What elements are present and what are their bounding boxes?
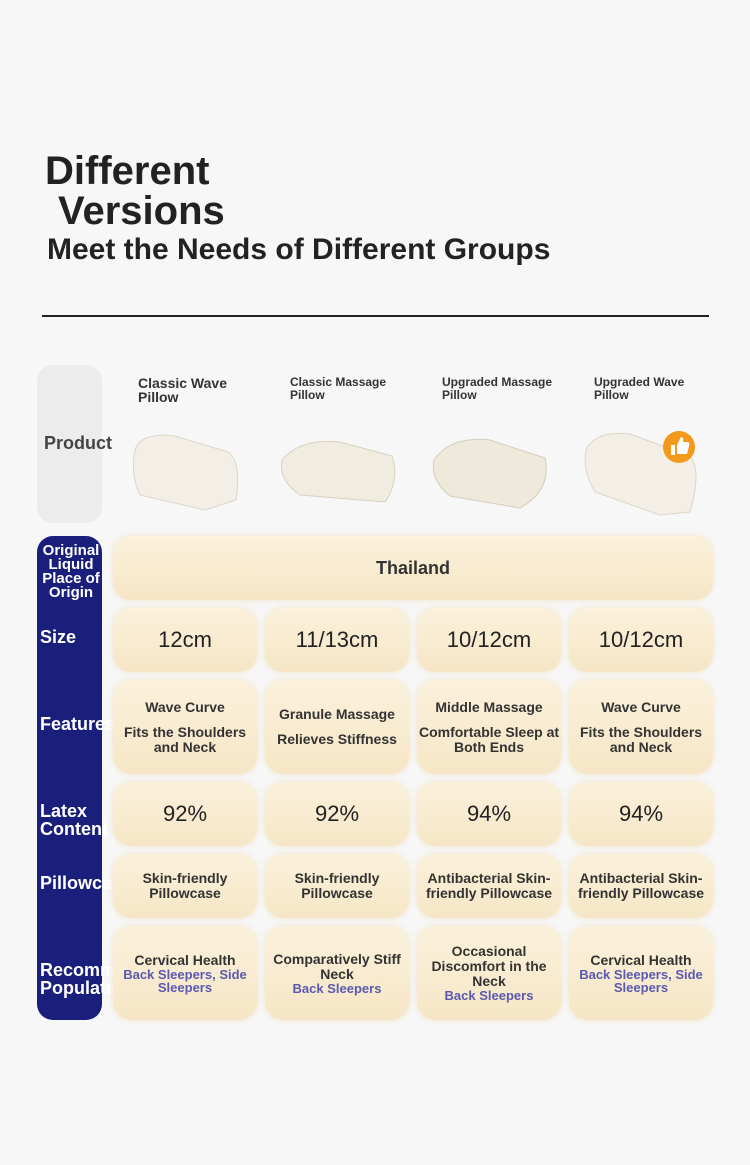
feature-title: Granule Massage	[279, 706, 395, 722]
divider	[42, 315, 709, 317]
sizes-cell: 12cm	[113, 608, 257, 672]
sizes-cell: 10/12cm	[417, 608, 561, 672]
title-line-2: Versions	[58, 189, 225, 233]
population-desc: Back Sleepers	[444, 988, 534, 1003]
label-column	[37, 536, 102, 1020]
population-title: Occasional Discomfort in the Neck	[431, 943, 547, 989]
population-desc: Back Sleepers, Side Sleepers	[579, 966, 703, 995]
subtitle: Meet the Needs of Different Groups	[47, 233, 551, 266]
row-label: Latex Content	[40, 801, 108, 839]
feature-title: Wave Curve	[145, 698, 225, 715]
pillow	[132, 434, 239, 511]
population-cell: Cervical Health Back Sleepers, Side Sleep…	[113, 926, 257, 1020]
origin-cell: Thailand	[113, 536, 713, 600]
feature-desc: Relieves Stiffness	[277, 731, 397, 747]
row-label: Recommended Population	[40, 960, 170, 998]
pillowcase: Antibacterial Skin-friendly Pillowcase	[577, 870, 705, 901]
size: 12cm	[158, 627, 212, 652]
population-desc: Back Sleepers	[292, 980, 382, 996]
feature-desc: Fits the Shoulders and Neck	[123, 723, 247, 755]
feature-title: Wave Curve	[601, 698, 681, 715]
feature-title: Middle Massage	[435, 698, 543, 715]
row-label: Product	[44, 433, 113, 453]
pillowcase-cell: Skin-friendly Pillowcase	[113, 854, 257, 918]
latex-cell: 94%	[417, 782, 561, 846]
pillowcase: Antibacterial Skin-friendly Pillowcase	[425, 870, 553, 901]
row-label: Original Liquid Place of Origin	[42, 542, 100, 601]
product-name: Classic Massage Pillow	[290, 375, 387, 402]
product-label-bg	[37, 365, 102, 523]
product-name: Upgraded Wave Pillow	[594, 375, 685, 402]
product-name: Classic Wave Pillow	[138, 375, 227, 405]
pillowcase-cell: Antibacterial Skin-friendly Pillowcase	[569, 854, 713, 918]
latex-content: 92%	[162, 801, 208, 826]
title-line-1: Different	[45, 149, 210, 193]
population-title: Cervical Health	[590, 951, 692, 968]
pillowcase: Skin-friendly Pillowcase	[294, 870, 380, 901]
latex-cell: 94%	[569, 782, 713, 846]
row-label: Pillowcase	[40, 873, 133, 893]
size: 10/12cm	[598, 627, 684, 652]
population-title: Cervical Health	[134, 951, 236, 968]
latex-cell: 92%	[265, 782, 409, 846]
pillow	[432, 438, 547, 509]
population-title: Comparatively Stiff Neck	[273, 950, 401, 982]
feature-desc: Fits the Shoulders and Neck	[579, 723, 703, 755]
population-cell: Cervical Health Back Sleepers, Side Sleep…	[569, 926, 713, 1020]
latex-content: 92%	[314, 801, 360, 826]
feature-desc: Comfortable Sleep at Both Ends	[418, 723, 560, 755]
size: 11/13cm	[295, 627, 379, 652]
pillow	[280, 440, 396, 503]
pillowcase: Skin-friendly Pillowcase	[142, 870, 228, 901]
features-cell: Wave Curve Fits the Shoulders and Neck	[569, 680, 713, 774]
latex-content: 94%	[466, 801, 512, 826]
recommend-badge	[663, 431, 695, 463]
row-label: Features	[40, 714, 116, 734]
sizes-cell: 11/13cm	[265, 608, 409, 672]
pillowcase-cell: Antibacterial Skin-friendly Pillowcase	[417, 854, 561, 918]
features-cell: Wave Curve Fits the Shoulders and Neck	[113, 680, 257, 774]
size: 10/12cm	[446, 627, 532, 652]
product-name: Upgraded Massage Pillow	[442, 375, 553, 402]
population-cell: Occasional Discomfort in the Neck Back Sl…	[417, 926, 561, 1020]
population-cell: Comparatively Stiff Neck Back Sleepers	[265, 926, 409, 1020]
row-label: Size	[40, 627, 77, 647]
population-desc: Back Sleepers, Side Sleepers	[123, 966, 247, 995]
features-cell: Middle Massage Comfortable Sleep at Both …	[417, 680, 561, 774]
features-cell: Granule Massage Relieves Stiffness	[265, 680, 409, 774]
latex-content: 94%	[618, 801, 664, 826]
origin: Thailand	[375, 557, 450, 578]
sizes-cell: 10/12cm	[569, 608, 713, 672]
pillowcase-cell: Skin-friendly Pillowcase	[265, 854, 409, 918]
latex-cell: 92%	[113, 782, 257, 846]
